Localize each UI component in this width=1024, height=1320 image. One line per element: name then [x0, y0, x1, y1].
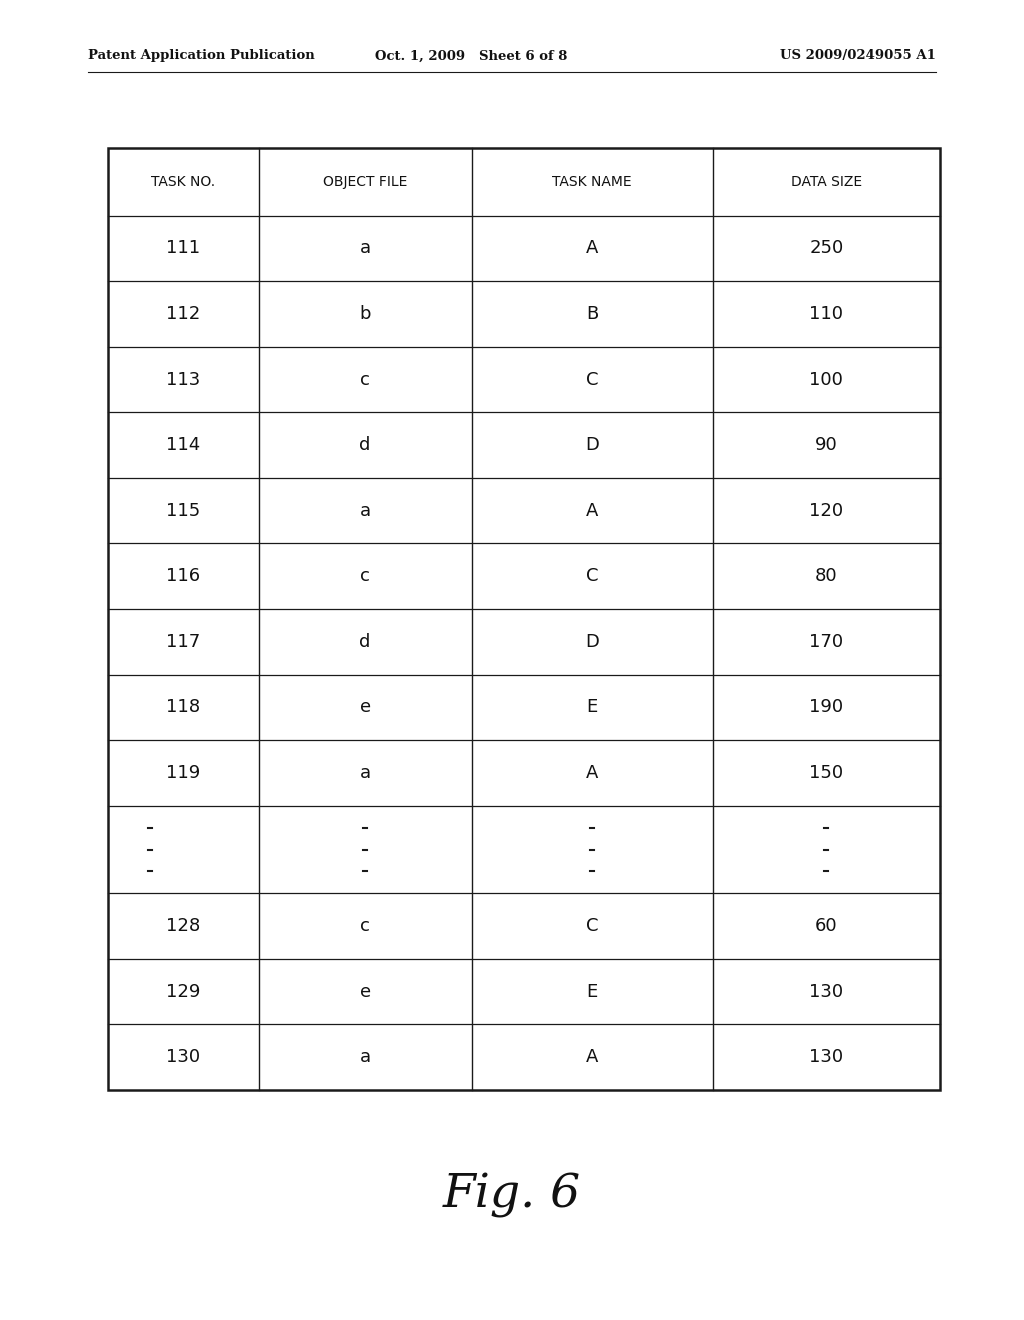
Text: d: d — [359, 632, 371, 651]
Text: 130: 130 — [809, 982, 844, 1001]
Text: b: b — [359, 305, 371, 323]
Text: US 2009/0249055 A1: US 2009/0249055 A1 — [780, 49, 936, 62]
Text: 128: 128 — [166, 917, 201, 935]
Text: 190: 190 — [809, 698, 844, 717]
Text: 120: 120 — [809, 502, 844, 520]
Text: 116: 116 — [166, 568, 201, 585]
Text: E: E — [587, 698, 598, 717]
Text: A: A — [586, 239, 598, 257]
Text: TASK NO.: TASK NO. — [152, 174, 215, 189]
Text: 130: 130 — [166, 1048, 201, 1067]
Text: 250: 250 — [809, 239, 844, 257]
Text: a: a — [359, 1048, 371, 1067]
Text: a: a — [359, 239, 371, 257]
Text: a: a — [359, 502, 371, 520]
Text: TASK NAME: TASK NAME — [552, 174, 632, 189]
Text: c: c — [360, 568, 370, 585]
Text: OBJECT FILE: OBJECT FILE — [323, 174, 408, 189]
Text: 114: 114 — [166, 436, 201, 454]
Text: 150: 150 — [809, 764, 844, 781]
Text: e: e — [359, 982, 371, 1001]
Text: 117: 117 — [166, 632, 201, 651]
Text: a: a — [359, 764, 371, 781]
Text: 80: 80 — [815, 568, 838, 585]
Text: Oct. 1, 2009   Sheet 6 of 8: Oct. 1, 2009 Sheet 6 of 8 — [375, 49, 567, 62]
Text: C: C — [586, 371, 598, 388]
Text: E: E — [587, 982, 598, 1001]
Text: c: c — [360, 917, 370, 935]
Text: 110: 110 — [809, 305, 844, 323]
Text: B: B — [586, 305, 598, 323]
Text: Patent Application Publication: Patent Application Publication — [88, 49, 314, 62]
Text: 129: 129 — [166, 982, 201, 1001]
Text: D: D — [586, 436, 599, 454]
Text: 90: 90 — [815, 436, 838, 454]
Text: 100: 100 — [810, 371, 844, 388]
Bar — [108, 148, 940, 1090]
Text: A: A — [586, 1048, 598, 1067]
Text: A: A — [586, 502, 598, 520]
Text: D: D — [586, 632, 599, 651]
Text: 115: 115 — [166, 502, 201, 520]
Text: 118: 118 — [166, 698, 201, 717]
Text: c: c — [360, 371, 370, 388]
Text: A: A — [586, 764, 598, 781]
Text: DATA SIZE: DATA SIZE — [791, 174, 862, 189]
Text: 119: 119 — [166, 764, 201, 781]
Text: 170: 170 — [809, 632, 844, 651]
Text: 130: 130 — [809, 1048, 844, 1067]
Text: 113: 113 — [166, 371, 201, 388]
Text: e: e — [359, 698, 371, 717]
Text: C: C — [586, 917, 598, 935]
Text: 111: 111 — [166, 239, 201, 257]
Text: C: C — [586, 568, 598, 585]
Text: d: d — [359, 436, 371, 454]
Text: Fig. 6: Fig. 6 — [442, 1172, 582, 1217]
Text: 60: 60 — [815, 917, 838, 935]
Text: 112: 112 — [166, 305, 201, 323]
